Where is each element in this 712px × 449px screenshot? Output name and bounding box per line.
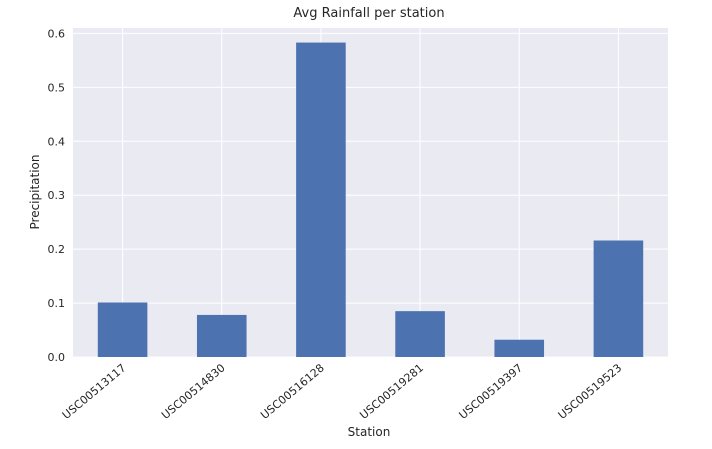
x-tick-label: USC00513117	[60, 361, 129, 422]
chart-title: Avg Rainfall per station	[293, 6, 444, 21]
x-tick-label: USC00514830	[159, 361, 228, 422]
bar-usc00519281	[395, 311, 445, 357]
x-tick-label: USC00516128	[258, 361, 327, 422]
y-axis-title: Precipitation	[28, 154, 42, 229]
y-tick-labels: 0.0 0.1 0.2 0.3 0.4 0.5 0.6	[48, 27, 66, 364]
x-tick-label: USC00519397	[457, 361, 526, 422]
bar-usc00516128	[296, 42, 346, 358]
plot-area	[73, 28, 668, 357]
x-tick-label: USC00519523	[556, 361, 625, 422]
y-tick-label: 0.1	[48, 297, 66, 310]
y-tick-label: 0.0	[48, 351, 66, 364]
bar-usc00514830	[196, 314, 247, 357]
y-tick-label: 0.3	[48, 189, 66, 202]
y-tick-label: 0.5	[48, 81, 66, 94]
bar-usc00513117	[97, 302, 148, 357]
x-tick-label: USC00519281	[357, 361, 426, 422]
bars	[97, 42, 644, 358]
x-axis-title: Station	[348, 425, 391, 439]
x-tick-labels: USC00513117 USC00514830 USC00516128 USC0051…	[60, 361, 624, 422]
y-tick-label: 0.6	[48, 27, 66, 40]
grid-lines	[73, 28, 668, 358]
y-tick-label: 0.2	[48, 243, 66, 256]
bar-usc00519523	[593, 240, 644, 357]
y-tick-label: 0.4	[48, 135, 66, 148]
bar-usc00519397	[494, 339, 545, 357]
